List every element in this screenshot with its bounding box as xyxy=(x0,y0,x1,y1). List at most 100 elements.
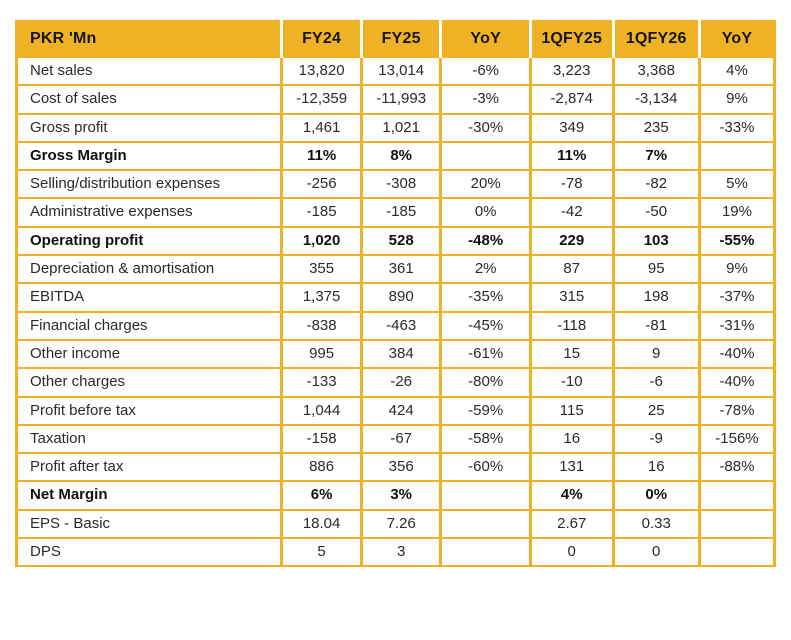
table-row: EBITDA 1,375 890 -35% 315 198 -37% xyxy=(14,282,777,313)
value-cell: -67 xyxy=(359,423,443,455)
value-cell: -3,134 xyxy=(611,84,701,115)
value-cell: -838 xyxy=(280,310,363,341)
value-cell: -50 xyxy=(611,197,701,228)
column-header-1qfy25: 1QFY25 xyxy=(528,20,615,58)
table-row: Selling/distribution expenses -256 -308 20%… xyxy=(14,169,777,200)
value-cell: 25 xyxy=(611,395,701,426)
value-cell: -463 xyxy=(359,310,443,341)
value-cell: 886 xyxy=(280,452,363,483)
value-cell: 7.26 xyxy=(359,508,443,540)
value-cell xyxy=(697,537,777,568)
value-cell: -59% xyxy=(439,395,532,426)
value-cell: -12,359 xyxy=(280,84,363,115)
table-row: DPS 5 3 0 0 xyxy=(14,537,777,568)
value-cell: -133 xyxy=(280,367,363,398)
value-cell: 1,044 xyxy=(280,395,363,426)
value-cell xyxy=(697,508,777,540)
table-row: Gross Margin 11% 8% 11% 7% xyxy=(14,140,777,172)
value-cell: -88% xyxy=(697,452,777,483)
value-cell: 9 xyxy=(611,338,701,370)
value-cell xyxy=(439,140,532,172)
table-row: Other charges -133 -26 -80% -10 -6 -40% xyxy=(14,367,777,398)
value-cell: -156% xyxy=(697,423,777,455)
value-cell: 20% xyxy=(439,169,532,200)
value-cell: 18.04 xyxy=(280,508,363,540)
value-cell: 349 xyxy=(528,112,615,143)
value-cell: -33% xyxy=(697,112,777,143)
value-cell xyxy=(697,480,777,511)
value-cell: 13,014 xyxy=(359,55,443,87)
value-cell: 356 xyxy=(359,452,443,483)
row-label: Operating profit xyxy=(14,225,284,257)
value-cell: -26 xyxy=(359,367,443,398)
value-cell: -81 xyxy=(611,310,701,341)
value-cell: 4% xyxy=(528,480,615,511)
value-cell: 0 xyxy=(528,537,615,568)
value-cell: -80% xyxy=(439,367,532,398)
value-cell: 13,820 xyxy=(280,55,363,87)
value-cell: -11,993 xyxy=(359,84,443,115)
value-cell: 424 xyxy=(359,395,443,426)
value-cell: 315 xyxy=(528,282,615,313)
value-cell: 5% xyxy=(697,169,777,200)
value-cell: -35% xyxy=(439,282,532,313)
value-cell: -2,874 xyxy=(528,84,615,115)
value-cell: 0.33 xyxy=(611,508,701,540)
value-cell: -40% xyxy=(697,367,777,398)
row-label: Financial charges xyxy=(14,310,284,341)
value-cell: 3,368 xyxy=(611,55,701,87)
value-cell: -78% xyxy=(697,395,777,426)
row-label: Administrative expenses xyxy=(14,197,284,228)
value-cell: 6% xyxy=(280,480,363,511)
table-body: Net sales 13,820 13,014 -6% 3,223 3,368 4% Cost… xyxy=(14,55,777,568)
value-cell: 2.67 xyxy=(528,508,615,540)
column-header-1qfy26: 1QFY26 xyxy=(611,20,701,58)
row-label: Gross Margin xyxy=(14,140,284,172)
value-cell: -40% xyxy=(697,338,777,370)
value-cell: 11% xyxy=(528,140,615,172)
value-cell: -58% xyxy=(439,423,532,455)
value-cell: 3,223 xyxy=(528,55,615,87)
column-header-fy24: FY24 xyxy=(280,20,363,58)
value-cell: -78 xyxy=(528,169,615,200)
value-cell: 87 xyxy=(528,254,615,285)
value-cell: -118 xyxy=(528,310,615,341)
value-cell: 15 xyxy=(528,338,615,370)
value-cell: -60% xyxy=(439,452,532,483)
value-cell: 103 xyxy=(611,225,701,257)
table-row: Administrative expenses -185 -185 0% -42 -50 1… xyxy=(14,197,777,228)
value-cell: 890 xyxy=(359,282,443,313)
value-cell xyxy=(697,140,777,172)
value-cell: -42 xyxy=(528,197,615,228)
column-header-yoy: YoY xyxy=(439,20,532,58)
column-header-fy25: FY25 xyxy=(359,20,443,58)
value-cell: -31% xyxy=(697,310,777,341)
value-cell: 384 xyxy=(359,338,443,370)
value-cell: 1,461 xyxy=(280,112,363,143)
table-row: Cost of sales -12,359 -11,993 -3% -2,874 -3,1… xyxy=(14,84,777,115)
value-cell: 0% xyxy=(439,197,532,228)
value-cell: -9 xyxy=(611,423,701,455)
value-cell: 16 xyxy=(611,452,701,483)
value-cell: -37% xyxy=(697,282,777,313)
value-cell: -6 xyxy=(611,367,701,398)
value-cell: -55% xyxy=(697,225,777,257)
row-label: Selling/distribution expenses xyxy=(14,169,284,200)
value-cell: 3% xyxy=(359,480,443,511)
row-label: Net sales xyxy=(14,55,284,87)
value-cell: 4% xyxy=(697,55,777,87)
row-label: Gross profit xyxy=(14,112,284,143)
table-row: Profit before tax 1,044 424 -59% 115 25 -78% xyxy=(14,395,777,426)
value-cell: 2% xyxy=(439,254,532,285)
header-row: PKR 'Mn FY24 FY25 YoY 1QFY25 1QFY26 YoY xyxy=(14,20,777,58)
row-label: Net Margin xyxy=(14,480,284,511)
table-row: Net Margin 6% 3% 4% 0% xyxy=(14,480,777,511)
row-label: Depreciation & amortisation xyxy=(14,254,284,285)
value-cell: 8% xyxy=(359,140,443,172)
value-cell: -3% xyxy=(439,84,532,115)
value-cell: 0% xyxy=(611,480,701,511)
value-cell: -48% xyxy=(439,225,532,257)
value-cell: -185 xyxy=(359,197,443,228)
value-cell: 19% xyxy=(697,197,777,228)
